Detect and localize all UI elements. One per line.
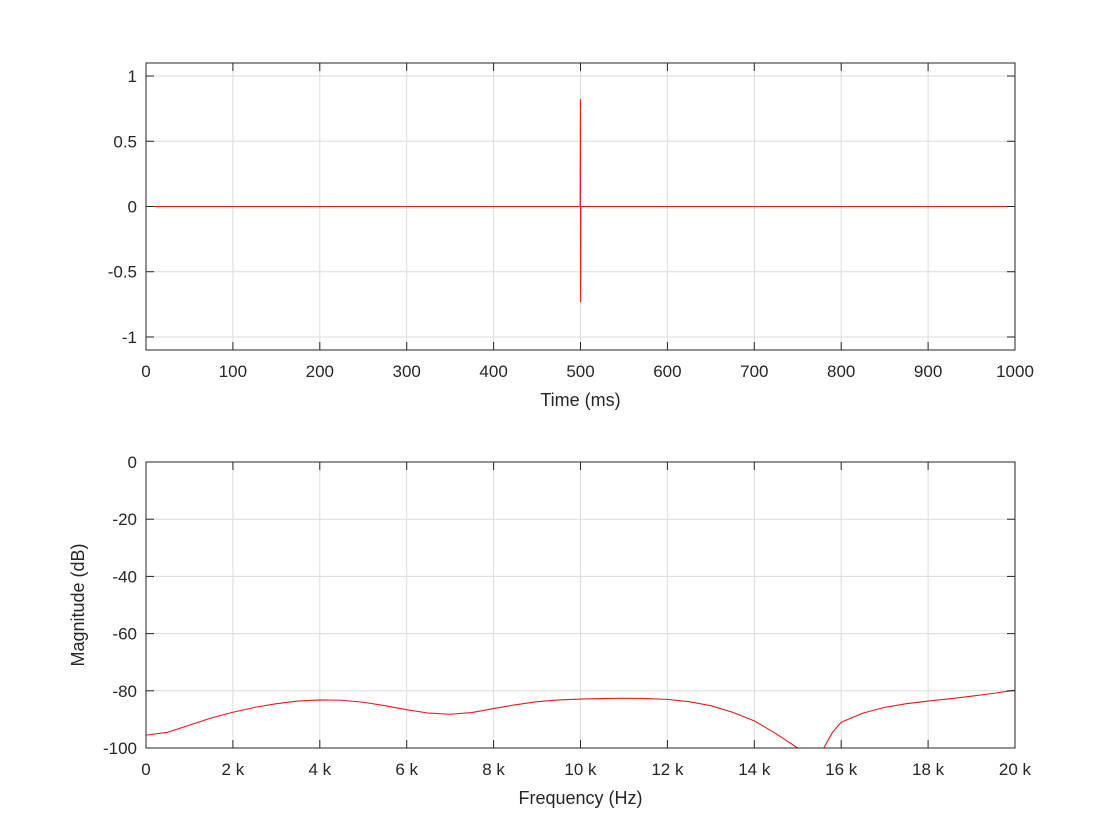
time-x-tick-label: 300 xyxy=(393,362,421,381)
time-y-tick-label: -0.5 xyxy=(108,263,137,282)
time-y-tick-label: 1 xyxy=(128,67,137,86)
freq-x-tick-label: 14 k xyxy=(738,760,771,779)
freq-series-line xyxy=(146,697,799,748)
time-x-tick-label: 200 xyxy=(306,362,334,381)
freq-x-tick-label: 8 k xyxy=(482,760,505,779)
freq-y-tick-label: -20 xyxy=(112,510,137,529)
time-x-axis-title: Time (ms) xyxy=(540,390,620,410)
freq-y-tick-label: -80 xyxy=(112,682,137,701)
time-x-tick-label: 800 xyxy=(827,362,855,381)
freq-x-tick-label: 2 k xyxy=(222,760,245,779)
time-x-tick-label: 1000 xyxy=(996,362,1034,381)
time-y-tick-label: -1 xyxy=(122,328,137,347)
freq-y-tick-label: -100 xyxy=(103,739,137,758)
time-y-tick-label: 0.5 xyxy=(113,132,137,151)
time-x-tick-label: 100 xyxy=(219,362,247,381)
freq-x-tick-label: 6 k xyxy=(395,760,418,779)
freq-y-axis-title: Magnitude (dB) xyxy=(68,543,88,666)
freq-x-tick-label: 12 k xyxy=(651,760,684,779)
freq-series-line xyxy=(823,689,1015,748)
freq-x-axis-title: Frequency (Hz) xyxy=(518,788,642,808)
time-x-tick-label: 400 xyxy=(479,362,507,381)
time-x-tick-label: 0 xyxy=(141,362,150,381)
time-x-tick-label: 900 xyxy=(914,362,942,381)
freq-x-tick-label: 0 xyxy=(141,760,150,779)
time-series-line xyxy=(146,98,1015,303)
freq-x-tick-label: 4 k xyxy=(308,760,331,779)
frequency-response-plot: 0 2 k 4 k 6 k 8 k 10 k 12 k 14 k 16 k 18 k 20 k 0 -2… xyxy=(68,453,1032,808)
time-x-tick-label: 700 xyxy=(740,362,768,381)
time-y-tick-label: 0 xyxy=(128,198,137,217)
freq-y-tick-label: -40 xyxy=(112,567,137,586)
freq-x-tick-label: 18 k xyxy=(912,760,945,779)
freq-y-tick-label: 0 xyxy=(128,453,137,472)
time-domain-plot: 0 100 200 300 400 500 600 700 800 900 1000 1 0.5 0 -0.… xyxy=(108,62,1034,410)
freq-x-tick-label: 16 k xyxy=(825,760,858,779)
freq-x-tick-label: 20 k xyxy=(999,760,1032,779)
freq-y-tick-label: -60 xyxy=(112,625,137,644)
freq-x-tick-label: 10 k xyxy=(564,760,597,779)
time-x-tick-label: 600 xyxy=(653,362,681,381)
time-x-tick-label: 500 xyxy=(566,362,594,381)
